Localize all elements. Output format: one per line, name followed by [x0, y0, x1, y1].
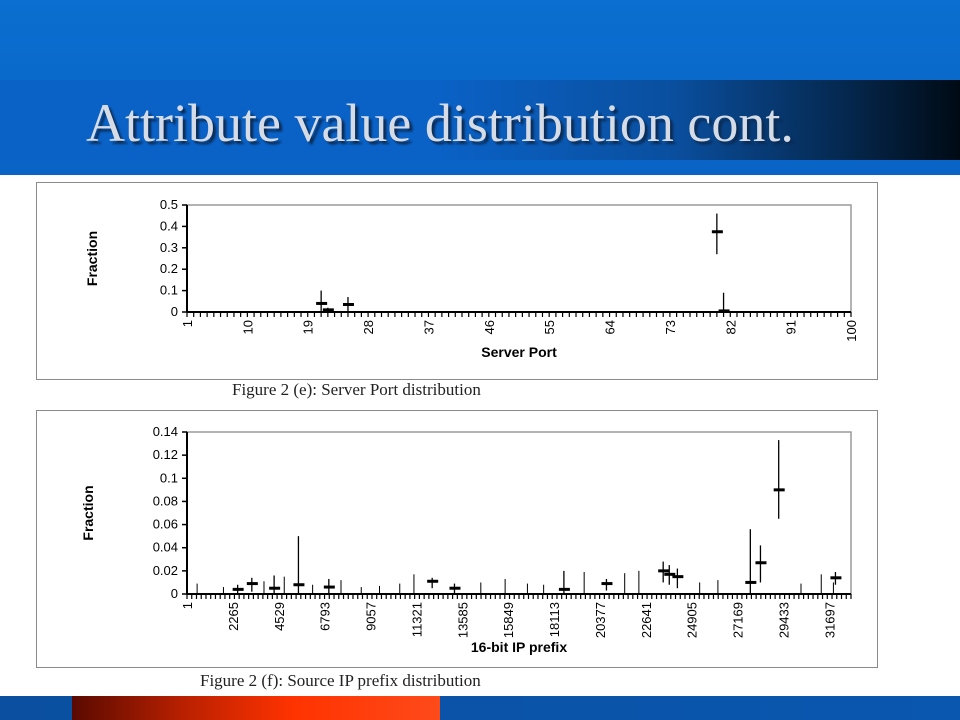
x-tick-label: 18113: [547, 602, 562, 637]
y-tick-label: 0.2: [160, 261, 178, 276]
y-tick-label: 0.02: [153, 563, 178, 578]
x-tick-label: 4529: [272, 602, 287, 631]
y-tick-label: 0.04: [153, 540, 178, 555]
source-ip-caption: Figure 2 (f): Source IP prefix distribut…: [200, 671, 481, 690]
source-ip-chart: 0 0.02 0.04 0.06 0.08 0.1 0.12 0.14 1 2265 4529 679…: [36, 410, 878, 668]
y-axis-title: Fraction: [80, 485, 96, 540]
x-tick-label: 2265: [226, 602, 241, 631]
x-axis-title: 16-bit IP prefix: [471, 639, 567, 655]
y-axis-title: Fraction: [84, 231, 100, 286]
y-tick-label: 0.14: [153, 424, 178, 439]
x-tick-label: 13585: [455, 602, 470, 638]
server-port-chart-svg: 0 0.1 0.2 0.3 0.4 0.5 1 10 19 28 37 46 55 64 73 82 91 100…: [84, 197, 859, 360]
x-tick-label: 10: [240, 320, 255, 334]
y-tick-label: 0.06: [153, 517, 178, 532]
slide-footer-accent: [72, 696, 440, 720]
x-tick-label: 91: [784, 320, 799, 334]
y-tick-label: 0.1: [160, 470, 178, 485]
y-tick-label: 0.08: [153, 493, 178, 508]
x-tick-label: 20377: [593, 602, 608, 638]
x-tick-label: 22641: [639, 602, 654, 638]
plot-area: [186, 431, 852, 595]
source-ip-chart-svg: 0 0.02 0.04 0.06 0.08 0.1 0.12 0.14 1 2265 4529 679…: [80, 424, 852, 655]
x-tick-label: 27169: [731, 602, 746, 638]
server-port-chart: 0 0.1 0.2 0.3 0.4 0.5 1 10 19 28 37 46 55 64 73 82 91 100…: [36, 182, 878, 380]
x-tick-label: 1: [180, 602, 195, 609]
x-tick-label: 64: [603, 320, 618, 334]
x-tick-label: 24905: [685, 602, 700, 638]
x-tick-label: 55: [542, 320, 557, 334]
y-tick-label: 0.12: [153, 447, 178, 462]
x-axis-title: Server Port: [481, 344, 557, 360]
slide-title: Attribute value distribution cont.: [86, 93, 794, 153]
y-tick-label: 0.3: [160, 240, 178, 255]
x-tick-label: 19: [301, 320, 316, 334]
x-tick-label: 100: [844, 320, 859, 342]
x-tick-label: 1: [180, 320, 195, 327]
x-tick-label: 28: [361, 320, 376, 334]
y-tick-label: 0: [171, 304, 178, 319]
server-port-caption: Figure 2 (e): Server Port distribution: [232, 380, 481, 399]
x-tick-label: 82: [723, 320, 738, 334]
slide-title-bar: [0, 80, 960, 160]
x-tick-label: 6793: [318, 602, 333, 631]
x-tick-label: 46: [482, 320, 497, 334]
x-tick-label: 37: [421, 320, 436, 334]
y-tick-label: 0.1: [160, 283, 178, 298]
x-tick-label: 31697: [822, 602, 837, 638]
x-tick-label: 11321: [409, 602, 424, 637]
x-tick-label: 29433: [776, 602, 791, 638]
x-tick-label: 73: [663, 320, 678, 334]
y-tick-label: 0.5: [160, 197, 178, 212]
y-tick-label: 0.4: [160, 218, 178, 233]
plot-area: [186, 204, 852, 313]
x-tick-label: 15849: [501, 602, 516, 638]
y-tick-label: 0: [171, 586, 178, 601]
x-tick-label: 9057: [364, 602, 379, 631]
